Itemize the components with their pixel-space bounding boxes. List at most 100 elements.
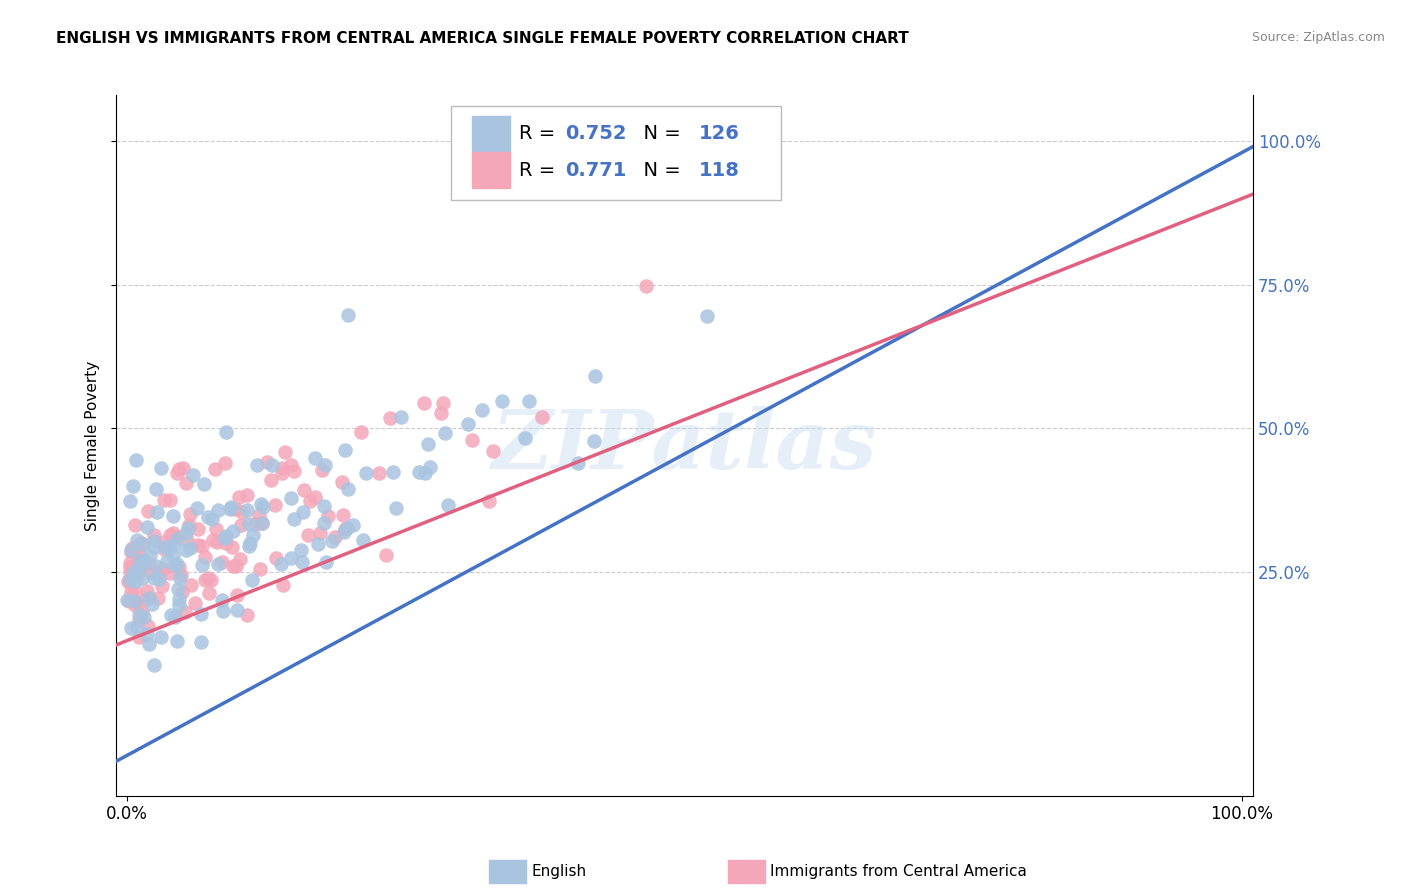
Point <box>430 406 453 420</box>
Point <box>332 475 354 489</box>
Point <box>128 613 150 627</box>
Point <box>280 551 302 566</box>
Point <box>221 500 243 514</box>
Point <box>120 573 142 587</box>
Point <box>530 409 553 424</box>
Point <box>197 510 219 524</box>
Point <box>381 465 404 479</box>
Point <box>153 542 176 557</box>
Point <box>167 461 190 475</box>
Point <box>138 591 160 606</box>
Point <box>519 393 541 408</box>
Point <box>336 309 359 323</box>
Point <box>260 474 283 488</box>
Point <box>169 599 191 613</box>
Point <box>138 557 160 571</box>
Point <box>129 536 152 550</box>
Point <box>165 530 187 544</box>
Point <box>169 571 191 585</box>
Point <box>180 578 202 592</box>
Point <box>177 521 200 535</box>
Point <box>461 433 484 447</box>
Point <box>314 499 336 513</box>
Point <box>120 566 142 580</box>
Point <box>478 494 501 508</box>
Point <box>222 558 245 573</box>
Point <box>240 573 263 587</box>
Point <box>152 562 174 576</box>
Point <box>215 425 238 440</box>
Point <box>176 533 198 548</box>
Point <box>125 562 148 576</box>
Point <box>131 572 153 586</box>
Text: R =: R = <box>519 124 562 144</box>
Point <box>152 535 174 549</box>
Point <box>142 658 165 673</box>
Point <box>249 562 271 576</box>
Point <box>333 442 356 457</box>
Point <box>200 573 222 587</box>
Point <box>132 553 155 567</box>
Point <box>323 530 346 544</box>
Point <box>138 637 160 651</box>
Text: ENGLISH VS IMMIGRANTS FROM CENTRAL AMERICA SINGLE FEMALE POVERTY CORRELATION CHA: ENGLISH VS IMMIGRANTS FROM CENTRAL AMERI… <box>56 31 910 46</box>
Point <box>145 482 167 496</box>
Point <box>434 426 457 441</box>
Point <box>128 607 150 622</box>
Point <box>513 431 536 445</box>
Point <box>416 436 439 450</box>
Point <box>207 557 229 571</box>
Point <box>120 584 142 599</box>
Point <box>207 503 229 517</box>
Point <box>135 591 157 606</box>
Point <box>482 443 505 458</box>
Point <box>117 574 139 589</box>
Point <box>179 541 201 555</box>
Point <box>160 607 183 622</box>
Point <box>141 597 163 611</box>
Point <box>179 517 201 532</box>
Point <box>127 620 149 634</box>
Point <box>118 594 141 608</box>
Point <box>634 279 657 293</box>
Point <box>167 582 190 596</box>
Point <box>314 458 336 472</box>
Point <box>243 517 266 532</box>
Point <box>315 555 337 569</box>
Point <box>212 604 235 618</box>
Point <box>308 526 330 541</box>
Point <box>127 597 149 611</box>
Point <box>389 409 412 424</box>
Point <box>148 566 170 581</box>
Point <box>198 586 221 600</box>
Point <box>225 559 247 574</box>
Point <box>231 505 253 519</box>
Point <box>118 575 141 590</box>
Point <box>159 492 181 507</box>
Point <box>127 566 149 580</box>
Point <box>252 516 274 530</box>
Point <box>136 504 159 518</box>
Point <box>120 542 142 557</box>
Point <box>124 453 146 467</box>
FancyBboxPatch shape <box>451 106 780 201</box>
Text: 118: 118 <box>699 161 740 179</box>
Point <box>342 517 364 532</box>
Point <box>132 537 155 551</box>
Point <box>124 517 146 532</box>
Point <box>129 554 152 568</box>
Point <box>367 467 389 481</box>
Point <box>129 549 152 563</box>
Point <box>174 543 197 558</box>
Point <box>124 594 146 608</box>
Point <box>696 310 718 324</box>
Point <box>457 417 479 431</box>
Point <box>191 539 214 553</box>
Point <box>311 463 333 477</box>
Point <box>118 559 141 574</box>
Point <box>169 591 191 606</box>
Point <box>236 488 259 502</box>
Point <box>333 522 356 536</box>
Point <box>471 403 494 417</box>
Point <box>150 460 173 475</box>
